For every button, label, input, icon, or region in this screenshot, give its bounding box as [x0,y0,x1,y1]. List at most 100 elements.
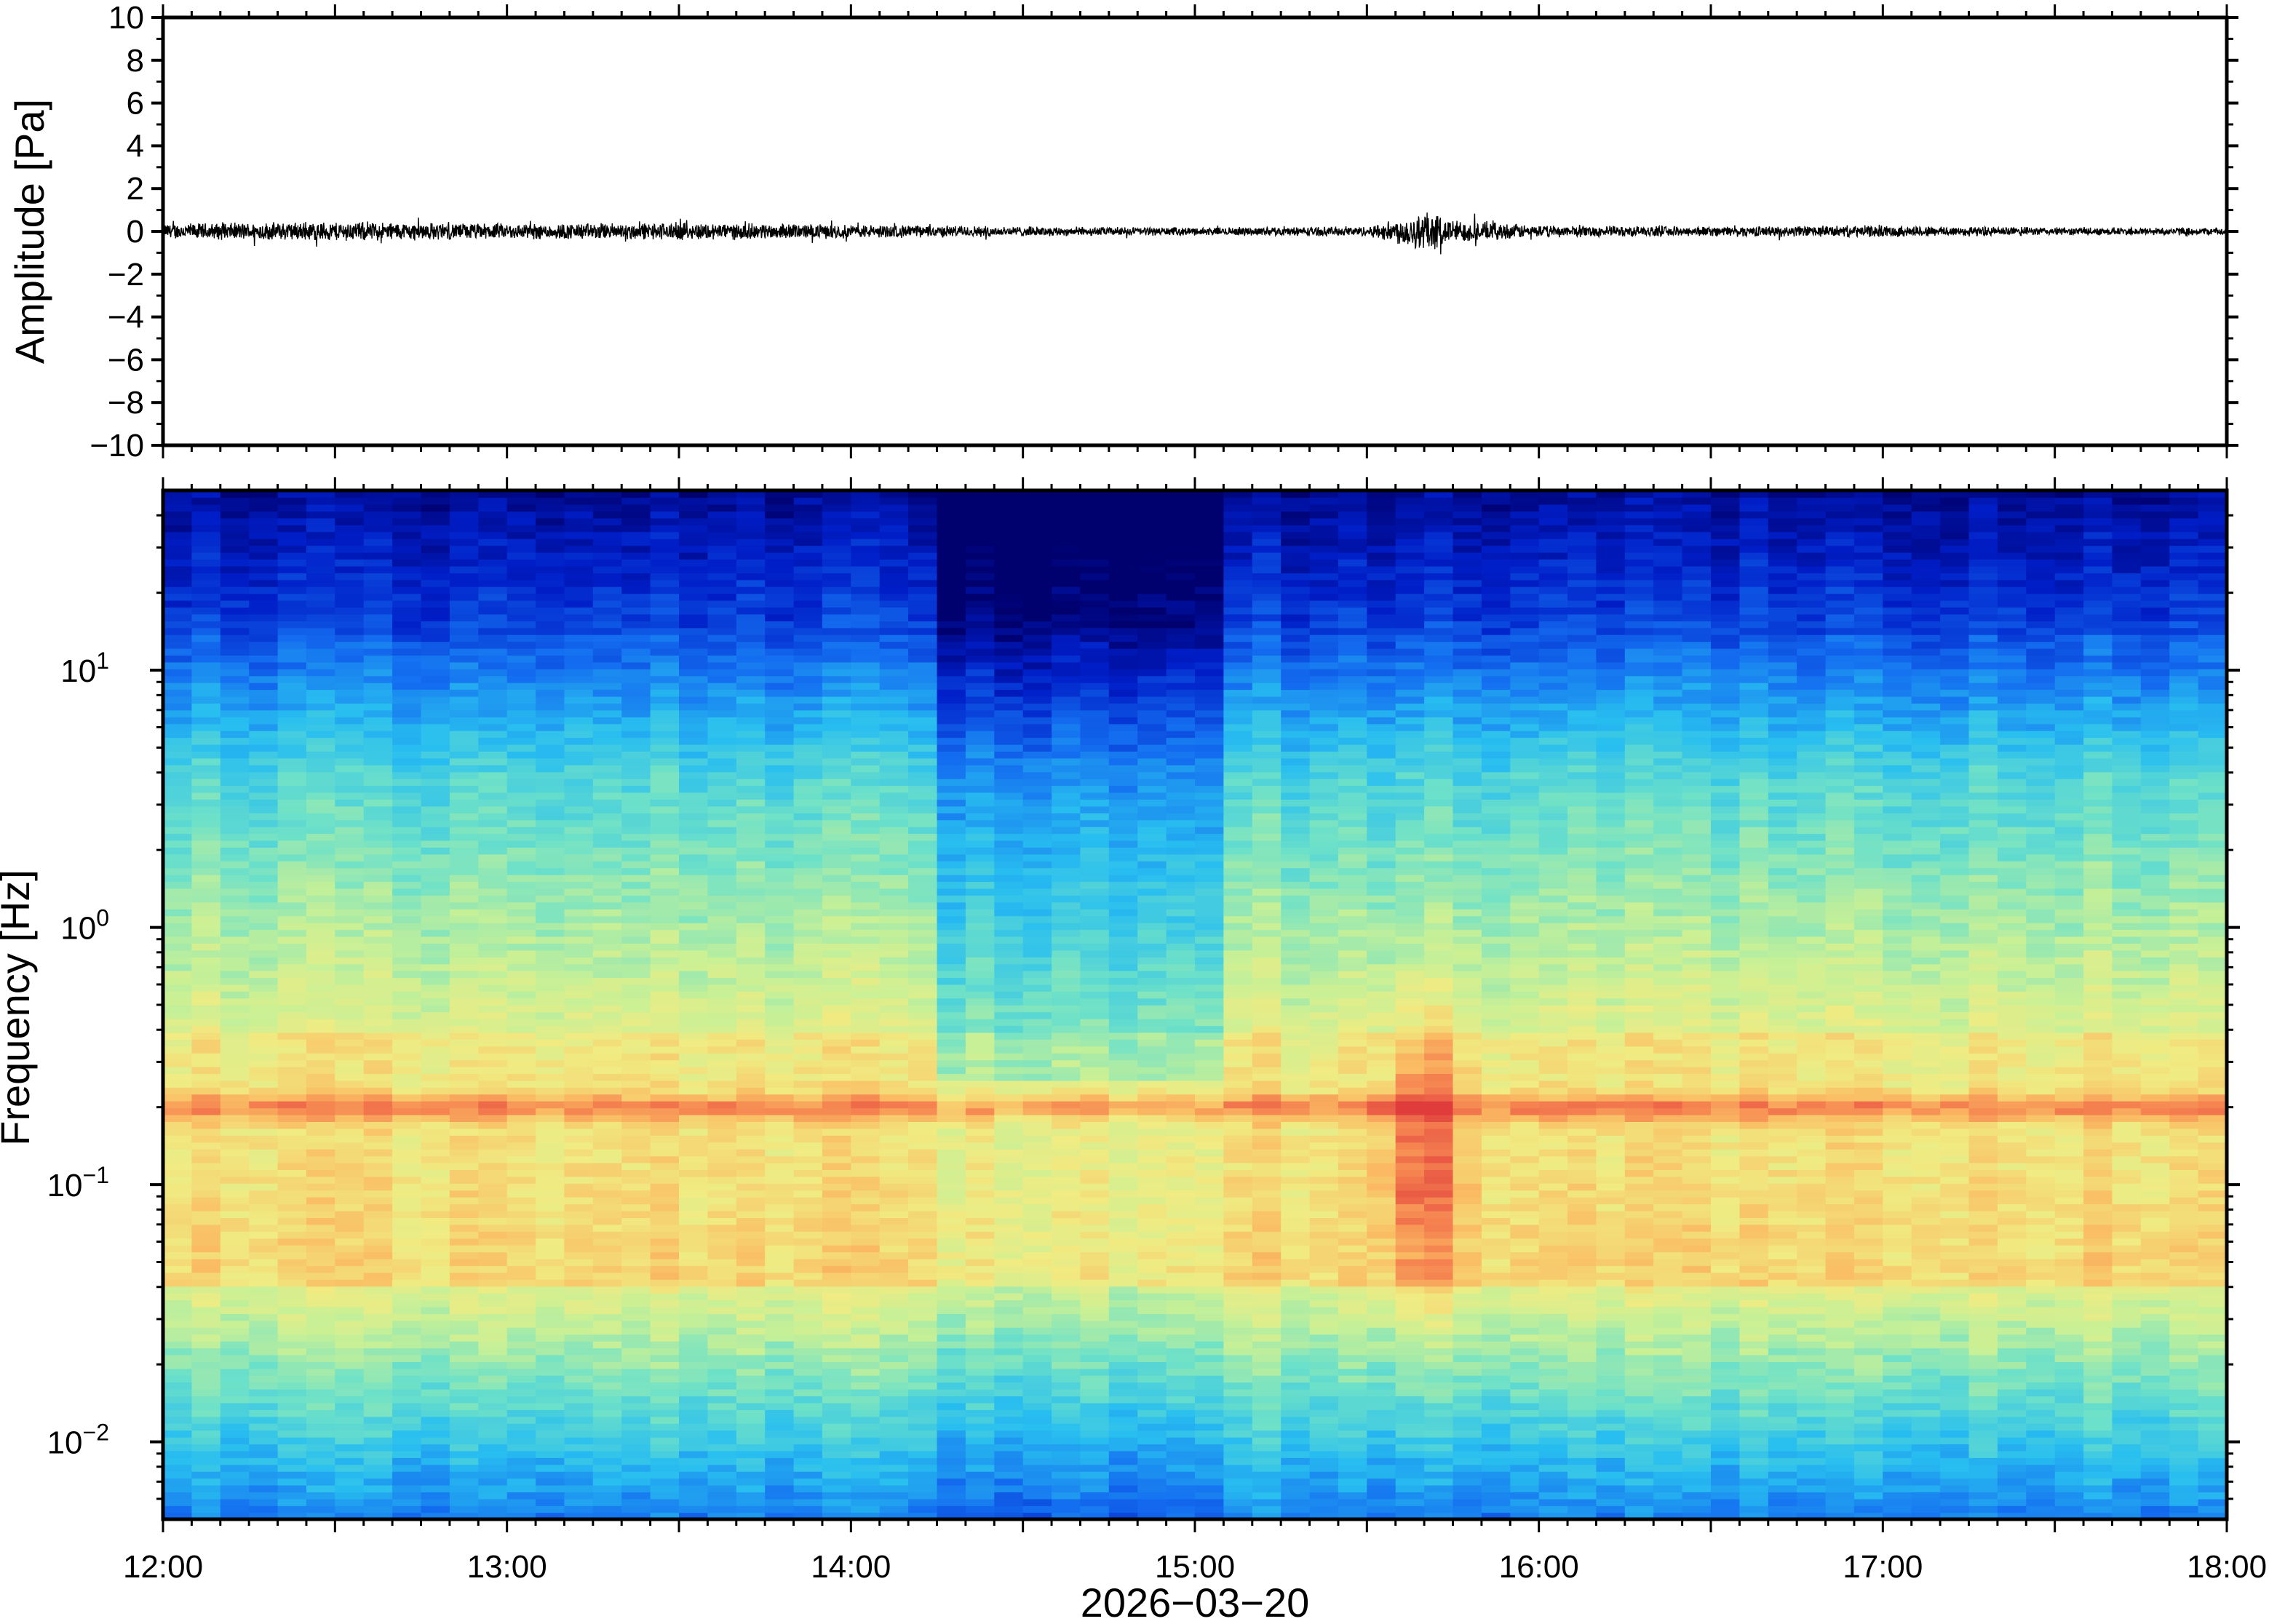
spectrogram-cell [277,511,307,519]
spectrogram-cell [879,682,909,690]
spectrogram-cell [937,785,966,793]
spectrogram-cell [392,998,422,1006]
spectrogram-cell [449,1217,480,1225]
spectrogram-cell [536,1492,565,1500]
spectrogram-cell [478,1478,508,1486]
spectrogram-cell [277,1265,307,1273]
spectrogram-cell [736,929,766,937]
spectrogram-cell [621,531,651,539]
spectrogram-cell [421,915,450,923]
spectrogram-cell [564,970,594,979]
spectrogram-cell [249,929,279,937]
spectrogram-cell [851,503,881,512]
spectrogram-cell [536,648,565,656]
spectrogram-cell [822,490,852,498]
spectrogram-cell [449,833,480,841]
spectrogram-cell [937,490,966,498]
spectrogram-cell [822,1094,852,1102]
spectrogram-cell [908,613,938,621]
spectrogram-cell [478,675,508,683]
spectrogram-cell [879,1107,909,1115]
spectrogram-cell [249,874,279,883]
spectrogram-cell [965,1155,996,1163]
spectrogram-cell [191,1046,221,1054]
spectrogram-cell [478,669,508,677]
spectrogram-cell [506,621,536,629]
spectrogram-cell [306,1011,336,1019]
spectrogram-cell [994,1396,1024,1404]
spectrogram-cell [621,929,651,937]
spectrogram-cell [937,805,966,813]
spectrogram-cell [249,1423,279,1431]
spectrogram-cell [163,621,193,629]
spectrogram-cell [506,675,536,683]
spectrogram-cell [851,1265,881,1273]
spectrogram-cell [306,1409,336,1417]
spectrogram-cell [650,915,680,923]
spectrogram-cell [679,1388,709,1397]
spectrogram-cell [1022,1217,1052,1225]
spectrogram-cell [822,867,852,875]
spectrogram-cell [765,1430,795,1438]
spectrogram-cell [679,819,709,827]
spectrogram-cell [564,847,594,855]
spectrogram-cell [937,765,966,773]
spectrogram-cell [421,1073,450,1081]
spectrogram-cell [650,1155,680,1163]
spectrogram-cell [392,771,422,779]
spectrogram-cell [650,1382,680,1390]
spectrogram-cell [793,621,823,629]
spectrogram-cell [965,1005,996,1013]
spectrogram-cell [335,799,365,807]
spectrogram-cell [564,1498,594,1506]
spectrogram-cell [736,1244,766,1253]
spectrogram-cell [765,970,795,979]
spectrogram-cell [191,771,221,779]
spectrogram-cell [249,593,279,601]
spectrogram-cell [1022,1334,1052,1342]
spectrogram-cell [392,1512,422,1519]
spectrogram-cell [793,957,823,965]
spectrogram-cell [277,1306,307,1314]
spectrogram-cell [965,1025,996,1033]
spectrogram-cell [650,943,680,951]
spectrogram-cell [621,1354,651,1362]
amplitude-axis-label: Amplitude [Pa] [7,99,52,364]
spectrogram-cell [363,757,393,765]
spectrogram-cell [879,1450,909,1458]
spectrogram-cell [1052,922,1081,931]
spectrogram-cell [822,503,852,512]
spectrogram-cell [592,1450,622,1458]
spectrogram-cell [421,1505,450,1513]
spectrogram-cell [994,819,1024,827]
spectrogram-cell [679,730,709,739]
spectrogram-cell [335,565,365,573]
spectrogram-cell [335,497,365,505]
spectrogram-cell [879,607,909,615]
spectrogram-cell [650,861,680,869]
spectrogram-cell [736,943,766,951]
spectrogram-cell [536,1107,565,1115]
spectrogram-cell [1022,840,1052,848]
spectrogram-cell [908,531,938,539]
spectrogram-cell [765,1238,795,1246]
spectrogram-cell [163,977,193,985]
spectrogram-cell [506,888,536,896]
spectrogram-cell [879,1498,909,1506]
spectrogram-cell [965,621,996,629]
spectrogram-cell [536,1162,565,1170]
spectrogram-cell [220,531,250,539]
spectrogram-cell [879,1169,909,1177]
spectrogram-cell [220,1258,250,1266]
spectrogram-cell [1052,1203,1081,1211]
spectrogram-cell [707,565,737,573]
spectrogram-cell [536,819,565,827]
spectrogram-cell [249,1279,279,1287]
spectrogram-cell [163,771,193,779]
spectrogram-cell [163,1388,193,1397]
spectrogram-cell [536,723,565,731]
spectrogram-cell [478,517,508,525]
spectrogram-cell [306,1299,336,1307]
spectrogram-cell [793,881,823,889]
spectrogram-cell [449,1340,480,1349]
